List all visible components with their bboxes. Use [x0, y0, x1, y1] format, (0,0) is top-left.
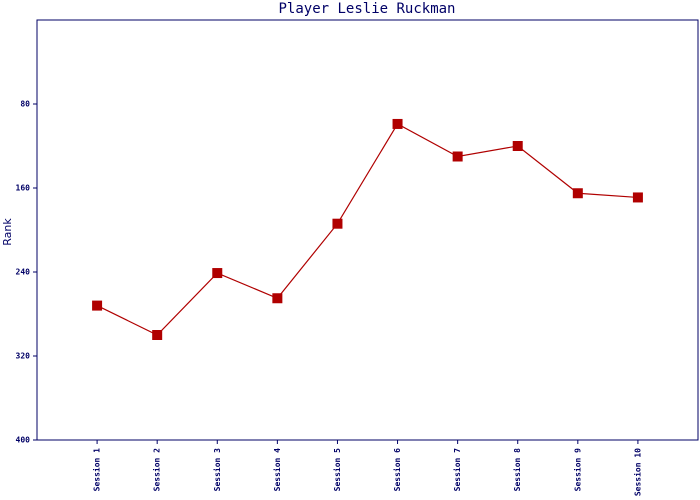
x-tick-label: Session 10	[632, 448, 642, 496]
x-tick-label: Session 2	[152, 448, 162, 492]
x-tick-label: Session 8	[512, 448, 522, 492]
point-marker	[392, 118, 403, 129]
series-line	[96, 123, 638, 336]
y-axis-label: Rank	[1, 218, 14, 246]
y-tick-label: 400	[16, 436, 31, 445]
point-marker	[452, 151, 463, 162]
y-tick-label: 160	[16, 184, 31, 193]
point-marker	[92, 300, 103, 311]
y-tick-label: 240	[16, 268, 31, 277]
x-tick-label: Session 4	[272, 448, 282, 492]
plot-frame	[36, 19, 699, 441]
point-marker	[512, 141, 523, 151]
x-tick-label: Session 3	[212, 448, 222, 492]
y-tick-label: 80	[20, 100, 30, 109]
point-marker	[152, 330, 163, 340]
point-marker	[572, 188, 583, 199]
x-tick-label: Session 1	[92, 448, 102, 492]
point-marker	[632, 192, 643, 203]
y-tick-label: 320	[16, 352, 31, 361]
x-tick-label: Session 6	[392, 448, 402, 492]
point-marker	[272, 293, 283, 304]
point-marker	[332, 218, 343, 229]
x-tick-label: Session 5	[332, 448, 342, 492]
x-tick-label: Session 7	[452, 448, 462, 492]
chart-title: Player Leslie Ruckman	[278, 1, 455, 17]
x-tick-label: Session 9	[572, 448, 582, 492]
point-marker	[212, 268, 223, 279]
